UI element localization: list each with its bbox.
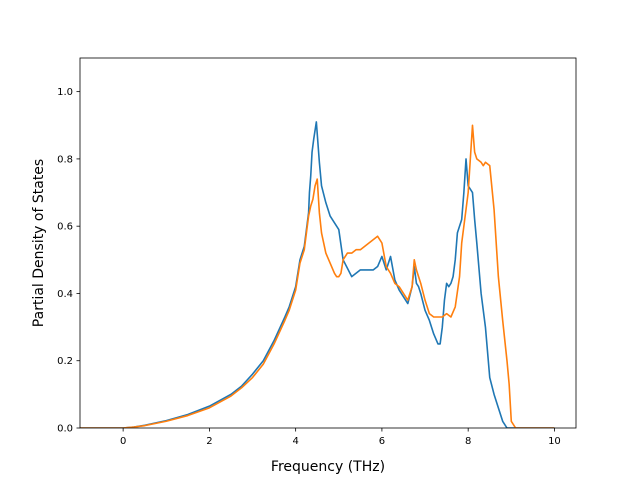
y-axis-ticks: 0.0 0.2 0.4 0.6 0.8 1.0 [57, 87, 80, 435]
y-tick-label: 0.0 [57, 424, 73, 435]
series-layer [80, 121, 555, 428]
y-tick-label: 1.0 [57, 87, 73, 98]
y-axis-label: Partial Density of States [31, 159, 47, 327]
axes-spines [79, 57, 577, 429]
x-axis-label: Frequency (THz) [271, 459, 385, 475]
y-tick-label: 0.6 [57, 222, 73, 233]
axes-frame [79, 57, 577, 429]
x-axis-ticks: 0 2 4 6 8 10 [120, 428, 561, 447]
y-tick-label: 0.2 [57, 356, 73, 367]
series-line-2 [80, 124, 555, 428]
y-tick-label: 0.4 [57, 289, 73, 300]
plot-background [80, 58, 576, 428]
x-tick-label: 6 [379, 436, 385, 447]
x-tick-label: 0 [120, 436, 126, 447]
x-tick-label: 8 [465, 436, 471, 447]
x-tick-label: 10 [548, 436, 561, 447]
x-tick-label: 2 [206, 436, 212, 447]
x-tick-label: 4 [292, 436, 298, 447]
y-tick-label: 0.8 [57, 154, 73, 165]
plot-area [80, 58, 576, 428]
